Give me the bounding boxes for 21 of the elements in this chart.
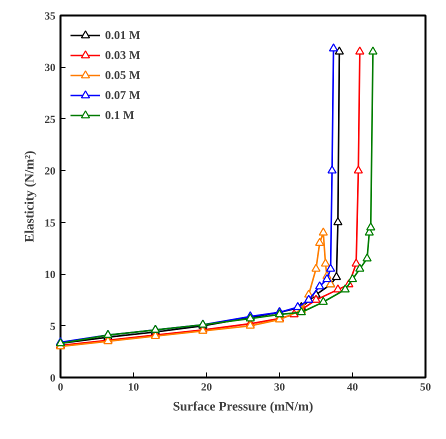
y-tick-label: 10 [44,269,56,282]
legend-label: 0.05 M [105,68,140,82]
x-tick-label: 40 [347,382,358,394]
y-tick-label: 15 [44,217,56,230]
y-tick-label: 30 [44,62,56,74]
x-tick-label: 30 [274,382,286,394]
y-tick-label: 20 [44,166,56,178]
legend-label: 0.1 M [105,108,134,122]
y-tick-label: 35 [44,10,56,22]
legend-label: 0.07 M [105,88,140,102]
legend-label: 0.01 M [105,28,140,42]
y-tick-label: 25 [44,114,56,126]
x-tick-label: 20 [201,382,212,394]
x-tick-label: 50 [420,382,432,394]
y-tick-label: 5 [50,320,56,333]
y-tick-label: 0 [50,372,56,384]
y-axis-title: Elasticity (N/m²) [22,150,36,242]
x-tick-label: 10 [128,382,140,394]
legend-label: 0.03 M [105,48,140,62]
x-axis-title: Surface Pressure (mN/m) [172,398,314,414]
x-tick-label: 0 [58,382,64,394]
